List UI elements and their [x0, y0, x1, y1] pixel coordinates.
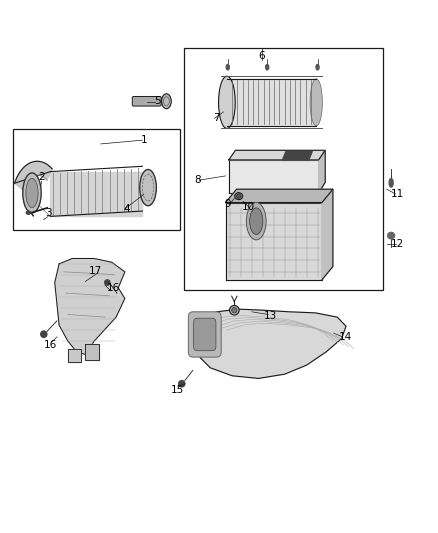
- Ellipse shape: [140, 169, 156, 206]
- Text: 7: 7: [212, 114, 219, 123]
- Text: 5: 5: [154, 96, 161, 106]
- Ellipse shape: [23, 173, 41, 213]
- Bar: [13, 129, 180, 230]
- Polygon shape: [193, 309, 346, 378]
- Text: 14: 14: [339, 332, 352, 342]
- Polygon shape: [68, 349, 81, 362]
- Text: 12: 12: [391, 239, 404, 248]
- Text: 6: 6: [258, 51, 265, 61]
- Ellipse shape: [26, 178, 38, 207]
- Polygon shape: [226, 203, 322, 280]
- Ellipse shape: [162, 94, 171, 109]
- Text: 10: 10: [242, 202, 255, 212]
- Ellipse shape: [232, 308, 237, 313]
- Ellipse shape: [235, 193, 243, 199]
- FancyBboxPatch shape: [132, 96, 161, 106]
- Text: 2: 2: [38, 172, 45, 182]
- Text: 11: 11: [391, 189, 404, 199]
- Ellipse shape: [389, 179, 393, 187]
- Ellipse shape: [26, 211, 31, 214]
- Text: 9: 9: [224, 199, 231, 208]
- Ellipse shape: [105, 280, 110, 285]
- Ellipse shape: [219, 76, 235, 128]
- Polygon shape: [229, 182, 325, 193]
- FancyBboxPatch shape: [188, 312, 221, 357]
- FancyBboxPatch shape: [194, 318, 216, 351]
- Polygon shape: [322, 189, 333, 280]
- Ellipse shape: [265, 64, 269, 70]
- Ellipse shape: [179, 381, 185, 387]
- Ellipse shape: [250, 208, 263, 235]
- Polygon shape: [55, 259, 125, 354]
- Polygon shape: [226, 189, 333, 203]
- Text: 4: 4: [124, 205, 131, 214]
- Polygon shape: [50, 172, 142, 216]
- Polygon shape: [227, 79, 316, 126]
- Polygon shape: [229, 160, 319, 193]
- Ellipse shape: [41, 331, 47, 337]
- Text: 1: 1: [141, 135, 148, 145]
- Text: 13: 13: [264, 311, 277, 320]
- Polygon shape: [229, 150, 325, 160]
- Ellipse shape: [237, 194, 241, 198]
- Ellipse shape: [230, 305, 239, 315]
- Ellipse shape: [388, 232, 395, 239]
- Polygon shape: [283, 151, 312, 160]
- Polygon shape: [85, 344, 99, 360]
- Text: 15: 15: [171, 385, 184, 395]
- Ellipse shape: [316, 64, 319, 70]
- Text: 16: 16: [44, 341, 57, 350]
- Polygon shape: [319, 150, 325, 193]
- Text: 17: 17: [89, 266, 102, 276]
- Bar: [184, 48, 383, 290]
- Ellipse shape: [226, 64, 230, 70]
- Ellipse shape: [310, 79, 322, 126]
- Text: 8: 8: [194, 175, 201, 184]
- Ellipse shape: [246, 203, 266, 240]
- Polygon shape: [14, 161, 52, 190]
- Text: 3: 3: [45, 208, 52, 218]
- Text: 16: 16: [106, 283, 120, 293]
